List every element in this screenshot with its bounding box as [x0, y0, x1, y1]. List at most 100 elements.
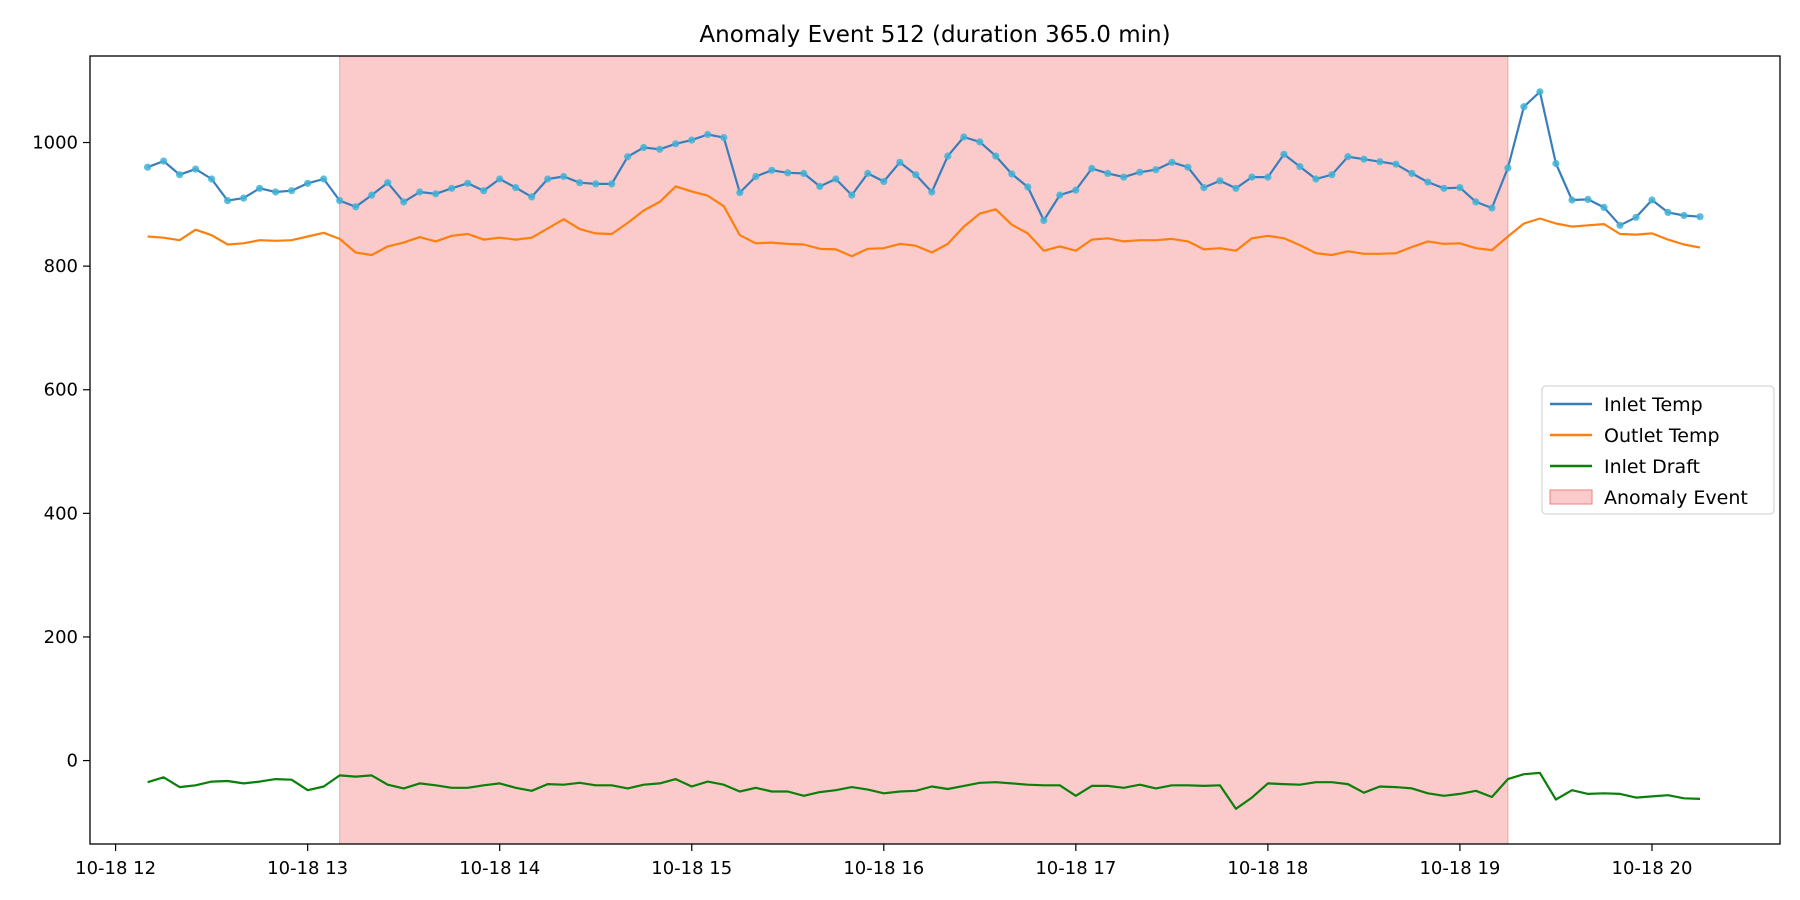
data-point-inlet-temp [1424, 178, 1432, 186]
data-point-inlet-temp [1168, 158, 1176, 166]
data-point-inlet-temp [1552, 159, 1560, 168]
data-point-inlet-temp [1072, 186, 1080, 194]
data-point-inlet-temp [1504, 164, 1512, 172]
data-point-inlet-temp [1360, 155, 1368, 163]
data-point-inlet-temp [1696, 213, 1704, 221]
data-point-inlet-temp [1664, 208, 1672, 216]
data-point-inlet-temp [816, 182, 824, 190]
anomaly-band [339, 55, 1509, 845]
data-point-inlet-temp [1632, 213, 1640, 221]
x-tick-label: 10-18 18 [1227, 858, 1308, 879]
data-point-inlet-temp [352, 203, 360, 211]
data-point-inlet-temp [1328, 171, 1336, 179]
x-tick-label: 10-18 14 [459, 858, 540, 879]
data-point-inlet-temp [736, 189, 744, 197]
data-point-inlet-temp [144, 163, 152, 171]
legend-label-outlet-temp: Outlet Temp [1604, 425, 1720, 447]
data-point-inlet-temp [896, 158, 904, 166]
series-line-outlet-temp [147, 185, 1701, 258]
data-point-inlet-temp [272, 188, 280, 196]
y-tick-label: 1000 [32, 133, 78, 154]
data-point-inlet-temp [1152, 166, 1160, 174]
data-point-inlet-temp [1248, 173, 1256, 181]
data-point-inlet-temp [768, 166, 776, 174]
data-point-inlet-temp [528, 193, 536, 201]
plot-area [144, 55, 1704, 845]
data-point-inlet-temp [752, 172, 760, 181]
data-point-inlet-temp [192, 165, 200, 173]
y-tick-label: 400 [44, 503, 78, 524]
data-point-inlet-temp [512, 184, 520, 192]
data-point-inlet-temp [720, 134, 728, 142]
data-point-inlet-temp [1520, 103, 1528, 111]
data-point-inlet-temp [784, 169, 792, 177]
data-point-inlet-temp [1616, 221, 1624, 229]
data-point-inlet-temp [1440, 184, 1448, 192]
data-point-inlet-temp [1040, 216, 1048, 224]
y-tick-label: 0 [67, 751, 78, 772]
legend-label-inlet-draft: Inlet Draft [1604, 456, 1700, 478]
y-tick-label: 600 [44, 380, 78, 401]
legend-box [1541, 385, 1775, 515]
data-point-inlet-temp [160, 157, 168, 165]
data-point-inlet-temp [1376, 158, 1384, 166]
data-point-inlet-temp [848, 191, 856, 199]
data-point-inlet-temp [416, 188, 424, 196]
data-point-inlet-temp [1568, 196, 1576, 204]
x-tick-label: 10-18 13 [267, 858, 348, 879]
data-point-inlet-temp [832, 175, 840, 183]
data-point-inlet-temp [256, 184, 264, 192]
data-point-inlet-temp [176, 171, 184, 179]
data-point-inlet-temp [640, 143, 648, 152]
data-point-inlet-temp [1088, 164, 1096, 173]
x-tick-label: 10-18 12 [75, 858, 156, 879]
data-point-inlet-temp [1264, 173, 1272, 181]
data-point-inlet-temp [672, 140, 680, 148]
data-point-inlet-temp [1536, 88, 1544, 96]
y-tick-label: 800 [44, 256, 78, 277]
data-point-inlet-temp [368, 191, 376, 199]
data-point-inlet-temp [576, 179, 584, 187]
data-point-inlet-temp [1680, 211, 1688, 220]
data-point-inlet-temp [1456, 184, 1464, 192]
x-tick-label: 10-18 20 [1612, 858, 1693, 879]
data-point-inlet-temp [1312, 175, 1320, 183]
data-point-inlet-temp [304, 179, 312, 187]
data-point-inlet-temp [928, 188, 936, 196]
data-point-inlet-temp [384, 179, 392, 187]
legend-swatch-anomaly-event [1549, 489, 1593, 505]
data-point-inlet-temp [1472, 198, 1480, 206]
data-point-inlet-temp [608, 180, 616, 188]
legend-label-inlet-temp: Inlet Temp [1604, 394, 1703, 416]
data-point-inlet-temp [400, 198, 408, 206]
data-point-inlet-temp [1184, 163, 1192, 171]
data-point-inlet-temp [1120, 173, 1128, 181]
data-point-inlet-temp [464, 179, 472, 187]
x-tick-label: 10-18 17 [1035, 858, 1116, 879]
data-point-inlet-temp [1296, 163, 1304, 171]
legend-label-anomaly-event: Anomaly Event [1604, 487, 1748, 509]
data-point-inlet-temp [880, 177, 888, 186]
data-point-inlet-temp [240, 194, 248, 202]
data-point-inlet-temp [1280, 150, 1288, 158]
x-tick-label: 10-18 15 [651, 858, 732, 879]
data-point-inlet-temp [1216, 177, 1224, 185]
data-point-inlet-temp [992, 152, 1000, 160]
data-point-inlet-temp [1056, 191, 1064, 199]
y-tick-label: 200 [44, 627, 78, 648]
data-point-inlet-temp [1392, 160, 1400, 168]
data-point-inlet-temp [1584, 195, 1592, 203]
data-point-inlet-temp [496, 175, 504, 183]
data-point-inlet-temp [1200, 184, 1208, 192]
data-point-inlet-temp [560, 172, 568, 181]
data-point-inlet-temp [336, 197, 344, 205]
data-point-inlet-temp [320, 175, 328, 183]
axis-ticks: 10-18 12 10-18 13 10-18 14 10-18 15 10-18 16… [32, 133, 1692, 879]
data-point-inlet-temp [656, 145, 664, 153]
chart-title: Anomaly Event 512 (duration 365.0 min) [699, 22, 1170, 48]
data-point-inlet-temp [288, 187, 296, 195]
data-point-inlet-temp [976, 138, 984, 146]
data-point-inlet-temp [1008, 170, 1016, 178]
data-point-inlet-temp [704, 130, 712, 139]
